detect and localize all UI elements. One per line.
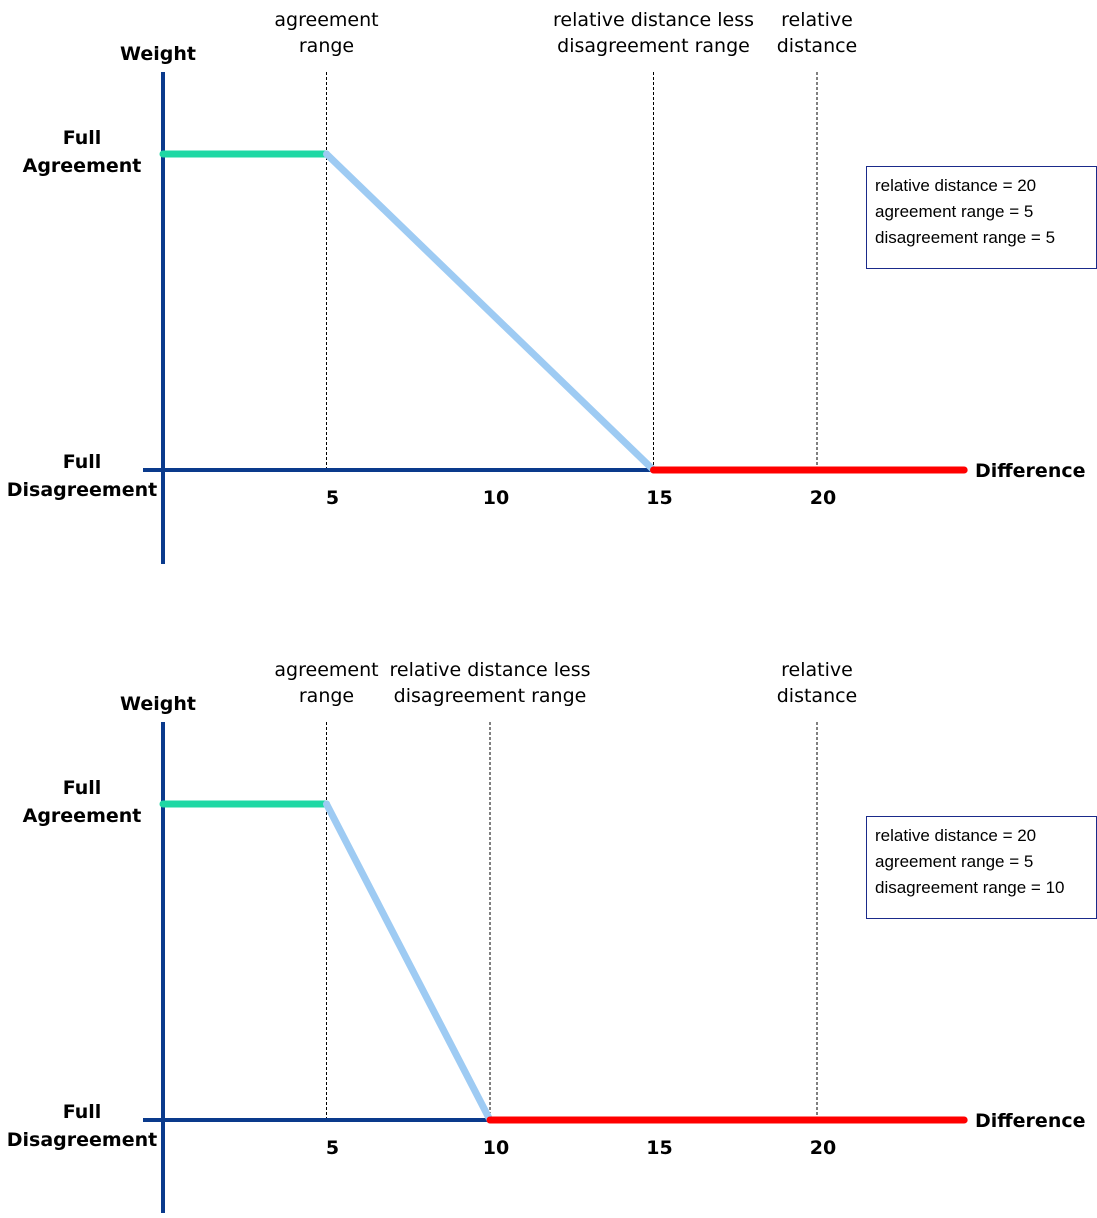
y-top-label: Full [63,777,102,799]
y-bottom-label: Disagreement [7,1129,157,1151]
x-tick-label: 5 [326,1137,339,1159]
legend-entry: disagreement range = 5 [875,228,1056,247]
marker-label: agreement [274,9,378,31]
marker-label: relative [781,9,853,31]
x-tick-label: 5 [326,487,339,509]
x-tick-label: 20 [810,487,836,509]
transition-segment [323,150,657,474]
y-top-label: Agreement [23,805,142,827]
chart-panel-1: agreement range relative distance less disa… [7,9,1086,564]
x-tick-label: 15 [646,487,672,509]
marker-label: range [299,35,354,57]
marker-label: relative [781,659,853,681]
x-tick-label: 10 [483,1137,509,1159]
y-bottom-label: Full [63,451,102,473]
legend-entry: relative distance = 20 [875,176,1037,195]
legend-entry: disagreement range = 10 [875,878,1065,897]
marker-label: range [299,685,354,707]
x-axis-title: Difference [975,460,1086,482]
marker-label: agreement [274,659,378,681]
chart-panel-2: agreement range relative distance less disa… [7,659,1086,1213]
marker-label: relative distance less [553,9,754,31]
y-bottom-label: Full [63,1101,102,1123]
y-top-label: Agreement [23,155,142,177]
x-tick-label: 20 [810,1137,836,1159]
y-top-label: Full [63,127,102,149]
transition-segment [323,800,494,1124]
y-axis-title: Weight [120,43,196,65]
parameter-legend: relative distance = 20 agreement range = … [866,816,1097,919]
parameter-legend: relative distance = 20 agreement range = … [866,166,1097,269]
legend-entry: agreement range = 5 [875,852,1034,871]
y-axis-title: Weight [120,693,196,715]
x-tick-label: 15 [646,1137,672,1159]
legend-entry: relative distance = 20 [875,826,1037,845]
marker-label: relative distance less [389,659,590,681]
legend-entry: agreement range = 5 [875,202,1034,221]
x-axis-title: Difference [975,1110,1086,1132]
marker-label: disagreement range [394,685,587,707]
x-tick-label: 10 [483,487,509,509]
marker-label: distance [777,35,858,57]
y-bottom-label: Disagreement [7,479,157,501]
marker-label: disagreement range [557,35,750,57]
marker-label: distance [777,685,858,707]
